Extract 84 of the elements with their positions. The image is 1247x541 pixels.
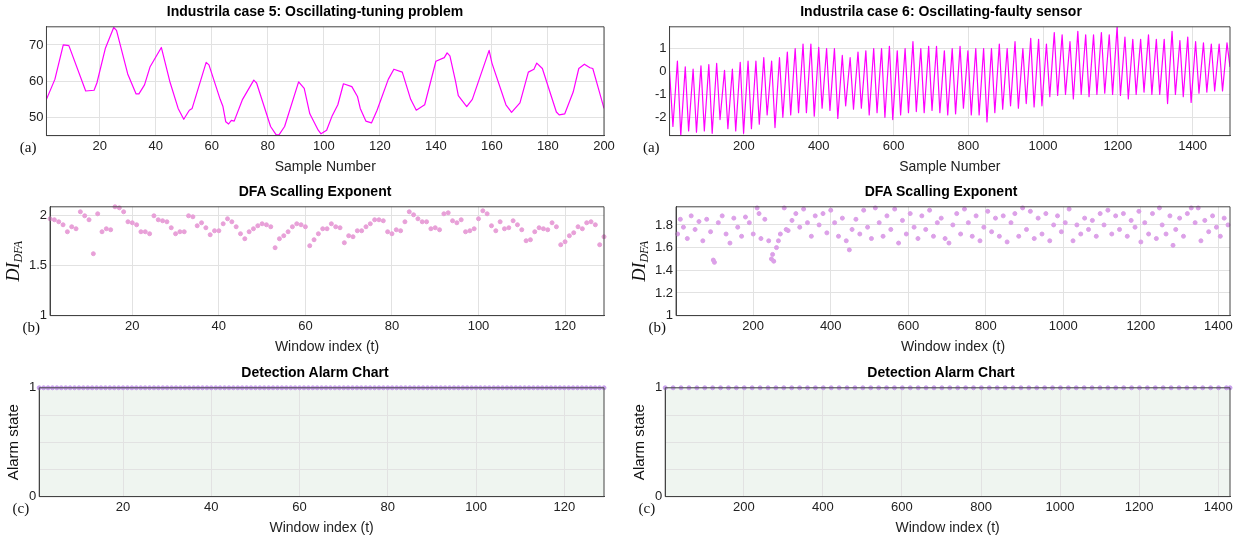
x-tick-label: 80 bbox=[260, 137, 276, 153]
x-tick-label: 60 bbox=[204, 137, 219, 153]
x-tick-label: 40 bbox=[204, 498, 219, 514]
x-tick-label: 80 bbox=[380, 498, 396, 514]
text: (b) bbox=[22, 318, 41, 336]
x-tick-label: 400 bbox=[807, 137, 830, 153]
x-tick-label: 1400 bbox=[1203, 498, 1233, 514]
x-tick-label: 20 bbox=[125, 318, 140, 334]
y-tick-label: 60 bbox=[28, 72, 44, 88]
chart-title: Detection Alarm Chart bbox=[241, 363, 389, 380]
x-tick-label: 160 bbox=[481, 137, 503, 153]
x-tick-label: 1000 bbox=[1045, 498, 1075, 514]
x-tick-label: 120 bbox=[369, 137, 391, 153]
y-tick-label: 1.5 bbox=[28, 257, 48, 273]
y-tick-label: 1 bbox=[659, 40, 667, 56]
x-tick-label: 600 bbox=[891, 498, 913, 514]
y-tick-label: 2 bbox=[39, 207, 48, 223]
text: (a) bbox=[19, 138, 37, 156]
y-tick-label: 0 bbox=[29, 487, 37, 503]
x-tick-label: 800 bbox=[957, 137, 980, 153]
x-tick-label: 60 bbox=[298, 318, 313, 334]
y-axis-title: DIDFA bbox=[628, 240, 652, 283]
x-tick-label: 40 bbox=[148, 137, 163, 153]
y-tick-label: 1.4 bbox=[654, 262, 674, 278]
chart-title: Industrila case 6: Oscillating-faulty sensor bbox=[800, 3, 1083, 20]
x-tick-label: 200 bbox=[733, 498, 755, 514]
x-tick-label: 800 bbox=[974, 318, 997, 334]
x-axis-title: Window index (t) bbox=[274, 338, 380, 355]
y-tick-label: 50 bbox=[28, 109, 44, 125]
y-tick-label: 1 bbox=[655, 379, 663, 395]
y-tick-label: 1.2 bbox=[654, 284, 674, 300]
text: (c) bbox=[12, 499, 30, 517]
x-tick-label: 80 bbox=[384, 318, 400, 334]
text: (a) bbox=[642, 138, 660, 156]
y-tick-label: 1 bbox=[665, 307, 674, 323]
chart-title: Industrila case 5: Oscillating-tuning problem bbox=[166, 3, 464, 20]
y-tick-label: 1.8 bbox=[654, 216, 674, 232]
x-tick-label: 20 bbox=[92, 137, 107, 153]
x-tick-label: 1200 bbox=[1126, 318, 1156, 334]
x-tick-label: 400 bbox=[819, 318, 842, 334]
x-axis-title: Window index (t) bbox=[269, 519, 374, 536]
x-tick-label: 100 bbox=[467, 318, 490, 334]
x-tick-label: 200 bbox=[733, 137, 755, 153]
y-tick-label: 1.6 bbox=[654, 239, 674, 255]
x-tick-label: 20 bbox=[115, 498, 131, 514]
x-tick-label: 1200 bbox=[1124, 498, 1154, 514]
x-tick-label: 600 bbox=[882, 137, 905, 153]
x-tick-label: 180 bbox=[537, 137, 559, 153]
y-tick-label: -2 bbox=[655, 108, 667, 124]
x-tick-label: 800 bbox=[970, 498, 992, 514]
x-tick-label: 600 bbox=[897, 318, 920, 334]
x-axis-title: Sample Number bbox=[899, 158, 1001, 175]
y-tick-label: 1 bbox=[29, 379, 37, 395]
y-tick-label: 0 bbox=[655, 487, 663, 503]
x-tick-label: 1400 bbox=[1203, 318, 1233, 334]
x-tick-label: 120 bbox=[554, 318, 576, 334]
y-tick-label: 70 bbox=[28, 36, 44, 52]
y-tick-label: 0 bbox=[659, 63, 667, 79]
x-tick-label: 1200 bbox=[1103, 137, 1133, 153]
text: (c) bbox=[638, 499, 656, 517]
text: (b) bbox=[648, 318, 667, 336]
x-axis-title: Window index (t) bbox=[895, 519, 1000, 536]
x-tick-label: 400 bbox=[812, 498, 834, 514]
x-tick-label: 1000 bbox=[1028, 137, 1058, 153]
x-axis-title: Sample Number bbox=[274, 158, 377, 175]
x-tick-label: 60 bbox=[292, 498, 307, 514]
x-axis-title: Window index (t) bbox=[900, 338, 1006, 355]
x-tick-label: 200 bbox=[742, 318, 765, 334]
x-tick-label: 1400 bbox=[1178, 137, 1208, 153]
y-axis-title: Alarm state bbox=[630, 403, 648, 480]
x-tick-label: 200 bbox=[593, 137, 615, 153]
y-axis-title: Alarm state bbox=[4, 403, 22, 480]
x-tick-label: 140 bbox=[425, 137, 447, 153]
chart-title: DFA Scalling Exponent bbox=[238, 183, 392, 200]
x-tick-label: 40 bbox=[211, 318, 227, 334]
y-tick-label: 1 bbox=[39, 307, 48, 323]
y-axis-title: DIDFA bbox=[2, 240, 26, 283]
x-tick-label: 120 bbox=[553, 498, 576, 514]
x-tick-label: 100 bbox=[312, 137, 335, 153]
x-tick-label: 100 bbox=[465, 498, 487, 514]
chart-title: Detection Alarm Chart bbox=[867, 363, 1015, 380]
chart-title: DFA Scalling Exponent bbox=[864, 183, 1018, 200]
y-tick-label: -1 bbox=[655, 85, 667, 101]
x-tick-label: 1000 bbox=[1048, 318, 1078, 334]
